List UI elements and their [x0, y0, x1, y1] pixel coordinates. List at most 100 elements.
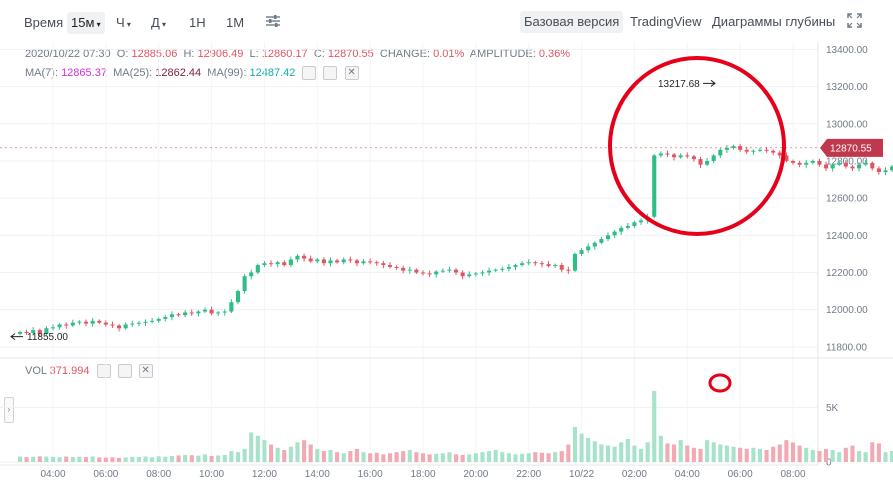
- candle-body: [97, 320, 102, 323]
- candle-body: [830, 164, 835, 169]
- candle-body: [328, 260, 333, 264]
- candle-body: [500, 268, 505, 270]
- volume-bar: [117, 457, 122, 462]
- time-tick-label: 12:00: [252, 469, 277, 480]
- volume-bar: [183, 454, 188, 462]
- volume-bar: [136, 456, 141, 462]
- candle-body: [315, 259, 320, 262]
- time-tick-label: 04:00: [675, 469, 700, 480]
- candle-body: [420, 272, 426, 274]
- volume-bar: [592, 441, 597, 462]
- fullscreen-icon[interactable]: [847, 13, 862, 35]
- candle-body: [506, 266, 511, 269]
- price-tick-label: 13400.00: [826, 45, 868, 56]
- volume-bar: [37, 456, 42, 462]
- volume-bar: [751, 447, 756, 462]
- ma-close-icon[interactable]: ✕: [344, 66, 359, 80]
- candle-body: [599, 239, 604, 243]
- candle-body: [209, 309, 214, 314]
- volume-bar: [123, 457, 128, 462]
- interval-hour[interactable]: Ч ▾: [116, 15, 131, 30]
- candle-body: [777, 152, 782, 156]
- candle-body: [559, 265, 564, 270]
- volume-bar: [625, 439, 630, 462]
- candle-body: [143, 321, 148, 323]
- candle-body: [440, 270, 445, 272]
- volume-bar: [698, 448, 703, 462]
- volume-bar: [341, 453, 346, 462]
- volume-bar: [784, 440, 789, 462]
- volume-bar: [255, 435, 260, 462]
- volume-bar: [467, 454, 472, 462]
- candle-body: [434, 271, 439, 275]
- interval-day[interactable]: Д ▾: [151, 15, 167, 30]
- candle-body: [308, 258, 313, 262]
- time-tick-label: 04:00: [40, 469, 65, 480]
- candle-body: [592, 242, 597, 247]
- candle-body: [605, 235, 611, 240]
- vol-settings-icon[interactable]: [117, 364, 132, 378]
- annotation-circle-price: [608, 56, 786, 236]
- volume-bar: [804, 447, 809, 462]
- volume-bar: [533, 452, 538, 462]
- volume-bar: [169, 455, 174, 462]
- candle-body: [665, 153, 670, 155]
- candle-body: [262, 263, 267, 266]
- candle-body: [473, 273, 478, 275]
- candle-body: [189, 312, 194, 314]
- ma-settings-icon[interactable]: [323, 66, 338, 80]
- price-tick-label: 13200.00: [826, 82, 868, 93]
- settings-sliders-icon[interactable]: [265, 13, 281, 35]
- candle-body: [857, 164, 862, 169]
- volume-bar: [156, 456, 161, 462]
- candle-body: [427, 273, 432, 275]
- candle-body: [513, 265, 518, 267]
- candle-body: [24, 331, 29, 333]
- volume-bar: [473, 453, 478, 462]
- candle-body: [407, 269, 412, 271]
- volume-bar: [420, 453, 426, 462]
- interval-month[interactable]: 1М: [226, 15, 245, 30]
- candle-body: [163, 317, 168, 319]
- panel-collapse-handle[interactable]: ›: [4, 397, 14, 423]
- candle-body: [202, 309, 208, 312]
- candle-body: [156, 318, 161, 321]
- candle-body: [222, 311, 227, 313]
- current-price-tag: [820, 138, 883, 157]
- price-tick-label: 13000.00: [826, 119, 868, 130]
- volume-bar: [176, 455, 181, 462]
- volume-bar: [70, 456, 75, 462]
- candle-body: [83, 321, 89, 324]
- volume-bar: [401, 451, 406, 462]
- volume-bar: [354, 448, 359, 462]
- interval-15m[interactable]: 15м ▾: [67, 12, 105, 34]
- time-tick-label: 10:00: [199, 469, 224, 480]
- ma-visibility-icon[interactable]: [302, 66, 317, 80]
- volume-bar: [44, 456, 49, 462]
- volume-bar: [83, 457, 89, 462]
- current-price-label: 12870.55: [830, 143, 872, 154]
- candle-body: [579, 250, 584, 254]
- vol-close-icon[interactable]: ✕: [138, 364, 153, 378]
- high-price-marker: 13217.68: [658, 79, 700, 90]
- view-depth[interactable]: Диаграммы глубины: [712, 14, 836, 29]
- candle-body: [691, 156, 696, 160]
- candle-body: [275, 262, 280, 265]
- volume-bar: [103, 457, 108, 462]
- volume-bar: [870, 442, 875, 462]
- vol-visibility-icon[interactable]: [96, 364, 111, 378]
- view-basic[interactable]: Базовая версия: [520, 11, 624, 33]
- volume-bar: [890, 451, 893, 462]
- high-marker-arrow: [703, 79, 716, 87]
- view-tradingview[interactable]: TradingView: [630, 14, 702, 29]
- candle-body: [216, 312, 221, 314]
- low-value: 12860.17: [261, 48, 308, 60]
- candle-body: [850, 166, 855, 169]
- volume-bar: [665, 443, 670, 462]
- candle-body: [335, 260, 340, 263]
- interval-week[interactable]: 1Н: [189, 15, 206, 30]
- volume-bar: [440, 453, 445, 462]
- candle-body: [566, 269, 571, 271]
- open-value: 12885.06: [131, 48, 178, 60]
- time-tick-label: 08:00: [146, 469, 171, 480]
